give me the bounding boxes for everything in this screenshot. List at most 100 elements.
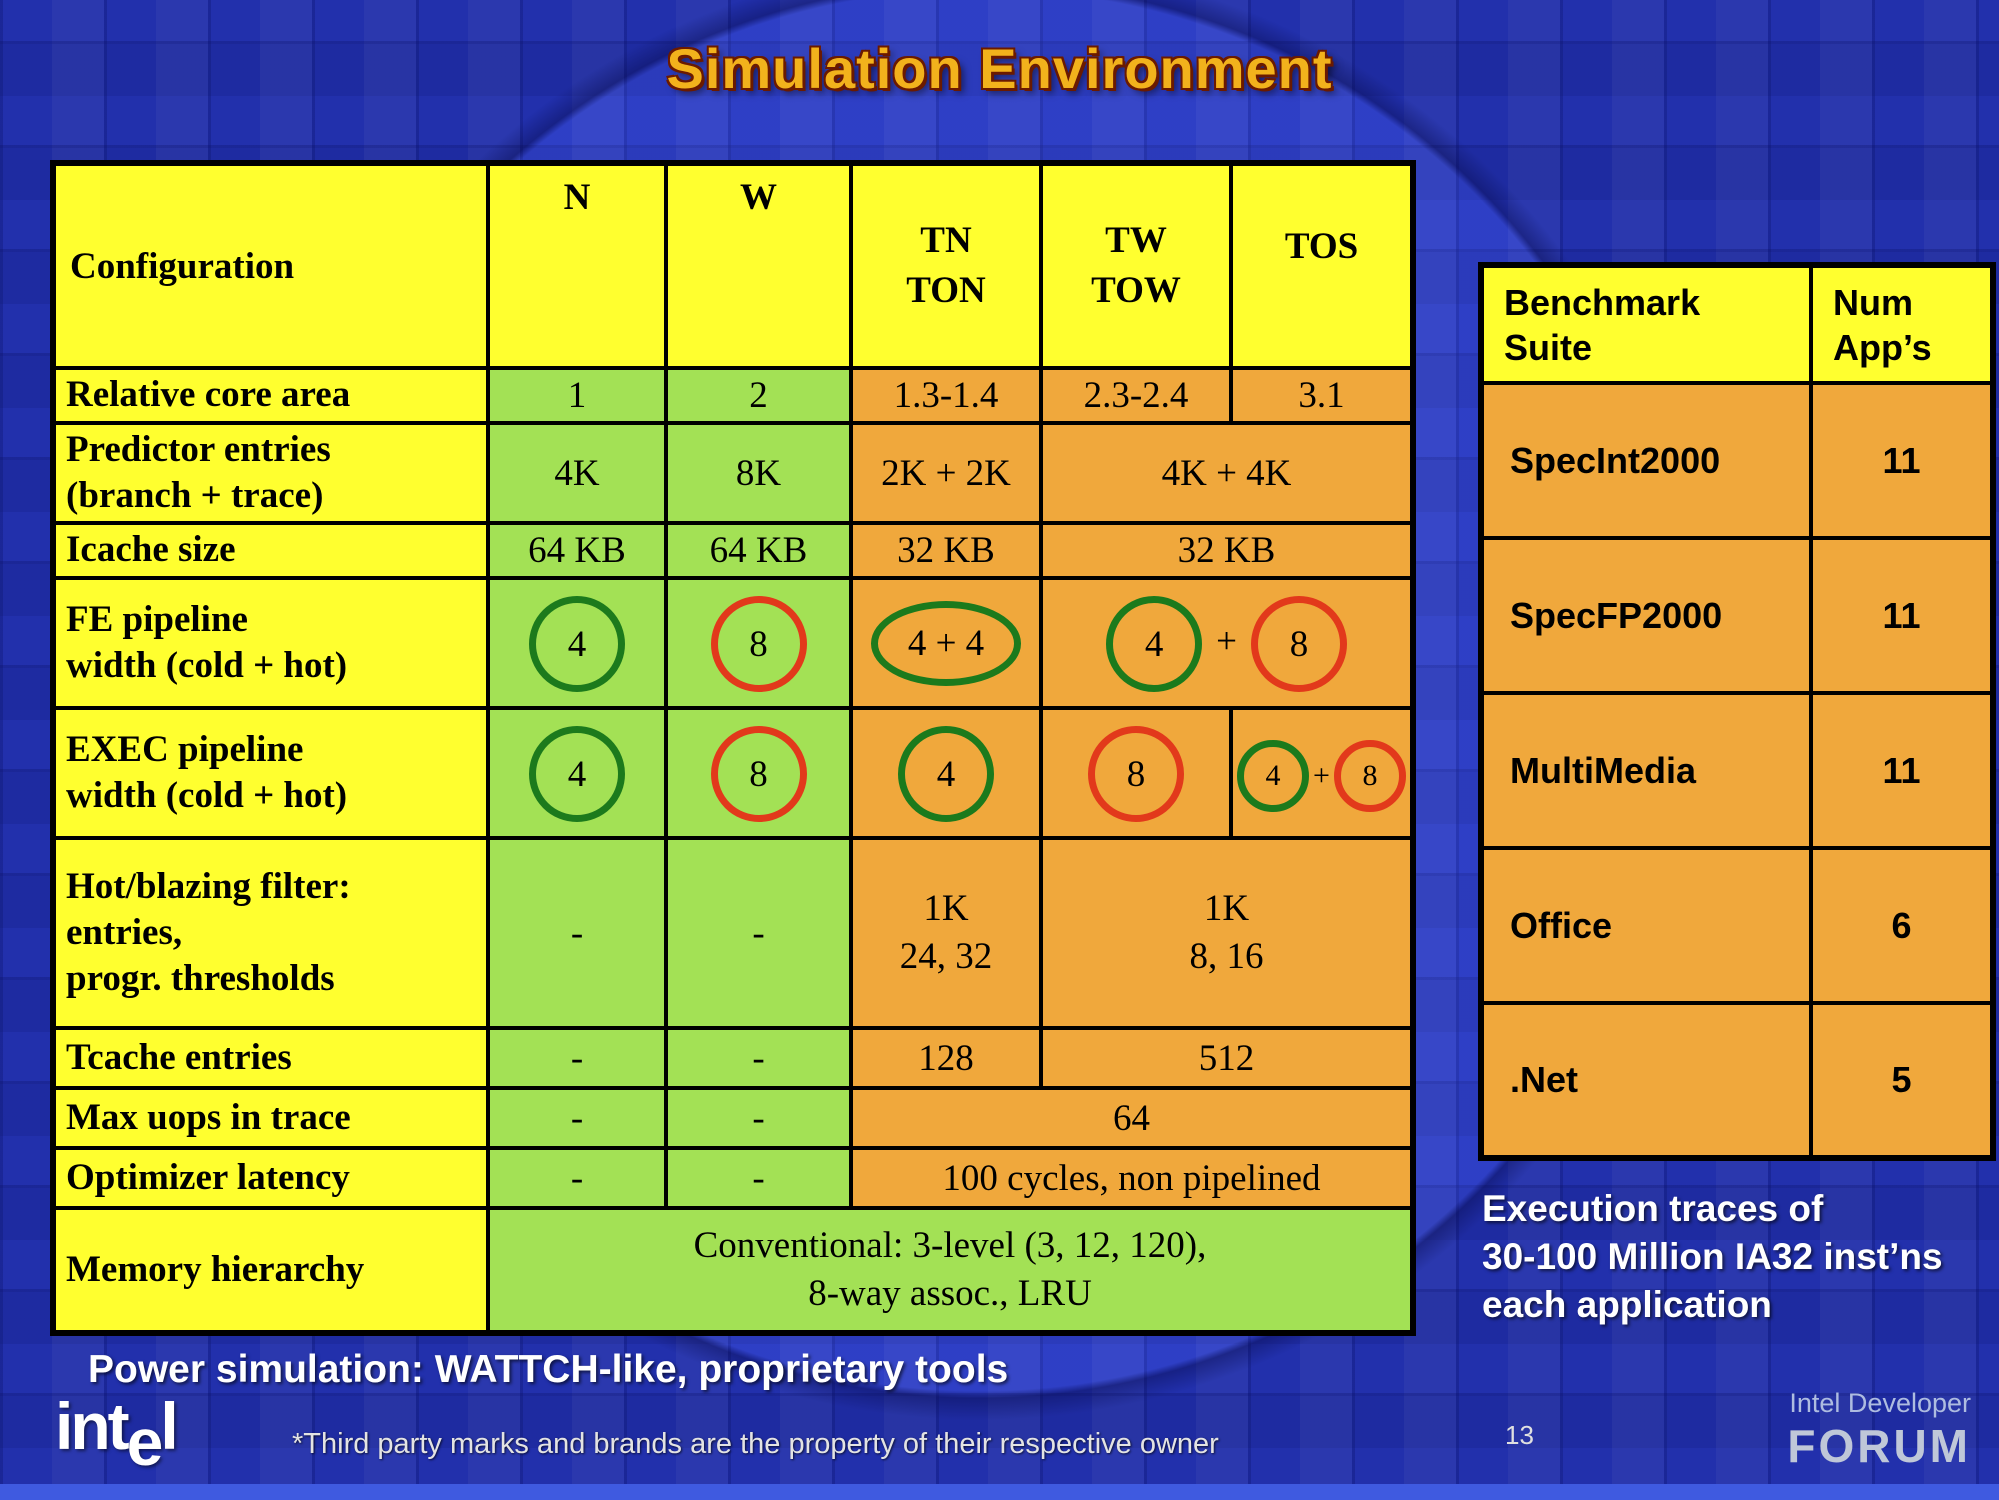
cell: 64 KB bbox=[486, 521, 668, 580]
green-circle-annotation: 4 bbox=[1237, 740, 1310, 813]
benchmark-row: SpecFP2000 11 bbox=[1479, 536, 1995, 695]
cell-line2: 24, 32 bbox=[899, 936, 993, 977]
green-circle-annotation: 4 bbox=[1106, 596, 1203, 693]
cell: - bbox=[486, 836, 668, 1030]
cell: 4K + 4K bbox=[1039, 421, 1415, 525]
cell: 1 bbox=[486, 366, 668, 425]
num-apps-header-line1: Num bbox=[1833, 281, 1913, 323]
config-row-hot-filter: Hot/blazing filter: entries, progr. thre… bbox=[51, 836, 1415, 1030]
cell: 4K bbox=[486, 421, 668, 525]
benchmark-name: SpecInt2000 bbox=[1479, 381, 1813, 540]
benchmark-num: 11 bbox=[1809, 536, 1995, 695]
benchmark-table: Benchmark Suite Num App’s SpecInt2000 11… bbox=[1478, 262, 1996, 1161]
execution-traces-note: Execution traces of 30-100 Million IA32 … bbox=[1482, 1185, 1943, 1329]
benchmark-name: Office bbox=[1479, 846, 1813, 1005]
execution-traces-line3: each application bbox=[1482, 1284, 1772, 1326]
intel-logo-dropped-e: e bbox=[126, 1405, 164, 1479]
config-row-tcache: Tcache entries - - 128 512 bbox=[51, 1026, 1415, 1090]
benchmark-name: SpecFP2000 bbox=[1479, 536, 1813, 695]
config-row-predictor: Predictor entries (branch + trace) 4K 8K… bbox=[51, 421, 1415, 525]
row-label-line1: Predictor entries bbox=[66, 428, 331, 470]
cell-line2: 8, 16 bbox=[1189, 936, 1264, 977]
config-row-memory: Memory hierarchy Conventional: 3-level (… bbox=[51, 1206, 1415, 1335]
benchmark-num: 11 bbox=[1809, 691, 1995, 850]
config-header-row: Configuration N W TN TON TW TOW TOS bbox=[51, 161, 1415, 370]
row-label: Memory hierarchy bbox=[51, 1206, 490, 1335]
cell: 2 bbox=[664, 366, 853, 425]
row-label: Predictor entries (branch + trace) bbox=[51, 421, 490, 525]
red-circle-annotation: 8 bbox=[1088, 726, 1184, 823]
row-label: Icache size bbox=[51, 521, 490, 580]
execution-traces-line2: 30-100 Million IA32 inst’ns bbox=[1482, 1236, 1943, 1278]
num-apps-header: Num App’s bbox=[1809, 263, 1995, 385]
benchmark-name: MultiMedia bbox=[1479, 691, 1813, 850]
cell-line1: Conventional: 3-level (3, 12, 120), bbox=[693, 1224, 1207, 1266]
cell: 100 cycles, non pipelined bbox=[849, 1146, 1415, 1210]
row-label: Max uops in trace bbox=[51, 1086, 490, 1150]
cell-line1: 1K bbox=[923, 887, 969, 929]
config-col-tn: TN TON bbox=[849, 161, 1043, 370]
intel-logo-end: l bbox=[160, 1389, 178, 1463]
trademark-disclaimer: *Third party marks and brands are the pr… bbox=[292, 1428, 1219, 1460]
row-label: EXEC pipeline width (cold + hot) bbox=[51, 706, 490, 840]
cell: 4 bbox=[849, 706, 1043, 840]
cell: 32 KB bbox=[849, 521, 1043, 580]
cell: - bbox=[664, 836, 853, 1030]
cell: 4 +8 bbox=[1039, 576, 1415, 710]
forum-logo-line2: FORUM bbox=[1787, 1420, 1971, 1472]
config-corner-cell: Configuration bbox=[51, 161, 490, 370]
cell: 1K 8, 16 bbox=[1039, 836, 1415, 1030]
cell: 8 bbox=[664, 706, 853, 840]
benchmark-suite-header-line1: Benchmark bbox=[1504, 281, 1701, 323]
benchmark-suite-header-line2: Suite bbox=[1504, 326, 1593, 368]
config-col-tos: TOS bbox=[1229, 161, 1415, 370]
cell: 4 +8 bbox=[1229, 706, 1415, 840]
cell: 2K + 2K bbox=[849, 421, 1043, 525]
red-circle-annotation: 8 bbox=[710, 726, 807, 823]
row-label-line2: entries, bbox=[66, 911, 183, 953]
plus-sign: + bbox=[1313, 758, 1330, 792]
config-col-tw-line2: TOW bbox=[1091, 270, 1181, 311]
intel-logo-start: int bbox=[55, 1389, 130, 1463]
benchmark-row: Office 6 bbox=[1479, 846, 1995, 1005]
cell: - bbox=[486, 1086, 668, 1150]
cell: 4 bbox=[486, 576, 668, 710]
cell: 4 bbox=[486, 706, 668, 840]
row-label: Relative core area bbox=[51, 366, 490, 425]
cell: - bbox=[664, 1026, 853, 1090]
cell: - bbox=[486, 1146, 668, 1210]
cell: 64 KB bbox=[664, 521, 853, 580]
config-col-tn-line2: TON bbox=[906, 270, 986, 311]
row-label-line1: FE pipeline bbox=[66, 598, 248, 640]
bottom-edge-strip bbox=[0, 1484, 1999, 1500]
row-label: FE pipeline width (cold + hot) bbox=[51, 576, 490, 710]
row-label: Optimizer latency bbox=[51, 1146, 490, 1210]
config-col-w: W bbox=[664, 161, 853, 370]
cell: 1K 24, 32 bbox=[849, 836, 1043, 1030]
benchmark-num: 6 bbox=[1809, 846, 1995, 1005]
benchmark-row: SpecInt2000 11 bbox=[1479, 381, 1995, 540]
green-circle-annotation: 4 bbox=[898, 726, 994, 823]
config-row-core-area: Relative core area 1 2 1.3-1.4 2.3-2.4 3… bbox=[51, 366, 1415, 425]
config-row-max-uops: Max uops in trace - - 64 bbox=[51, 1086, 1415, 1150]
config-col-n: N bbox=[486, 161, 668, 370]
row-label-line2: (branch + trace) bbox=[66, 475, 324, 516]
cell: 3.1 bbox=[1229, 366, 1415, 425]
red-circle-annotation: 8 bbox=[1333, 740, 1406, 813]
row-label: Tcache entries bbox=[51, 1026, 490, 1090]
config-col-tn-line1: TN bbox=[920, 220, 972, 262]
cell: 4 + 4 bbox=[849, 576, 1043, 710]
power-simulation-note: Power simulation: WATTCH-like, proprieta… bbox=[88, 1348, 1009, 1391]
config-row-icache: Icache size 64 KB 64 KB 32 KB 32 KB bbox=[51, 521, 1415, 580]
row-label-line3: progr. thresholds bbox=[66, 958, 335, 1000]
intel-developer-forum-logo: Intel Developer FORUM bbox=[1787, 1388, 1971, 1473]
row-label-line2: width (cold + hot) bbox=[66, 645, 348, 686]
execution-traces-line1: Execution traces of bbox=[1482, 1188, 1824, 1229]
cell: - bbox=[664, 1146, 853, 1210]
cell: 64 bbox=[849, 1086, 1415, 1150]
benchmark-header-row: Benchmark Suite Num App’s bbox=[1479, 263, 1995, 385]
cell: - bbox=[664, 1086, 853, 1150]
cell: 2.3-2.4 bbox=[1039, 366, 1233, 425]
cell: 512 bbox=[1039, 1026, 1415, 1090]
